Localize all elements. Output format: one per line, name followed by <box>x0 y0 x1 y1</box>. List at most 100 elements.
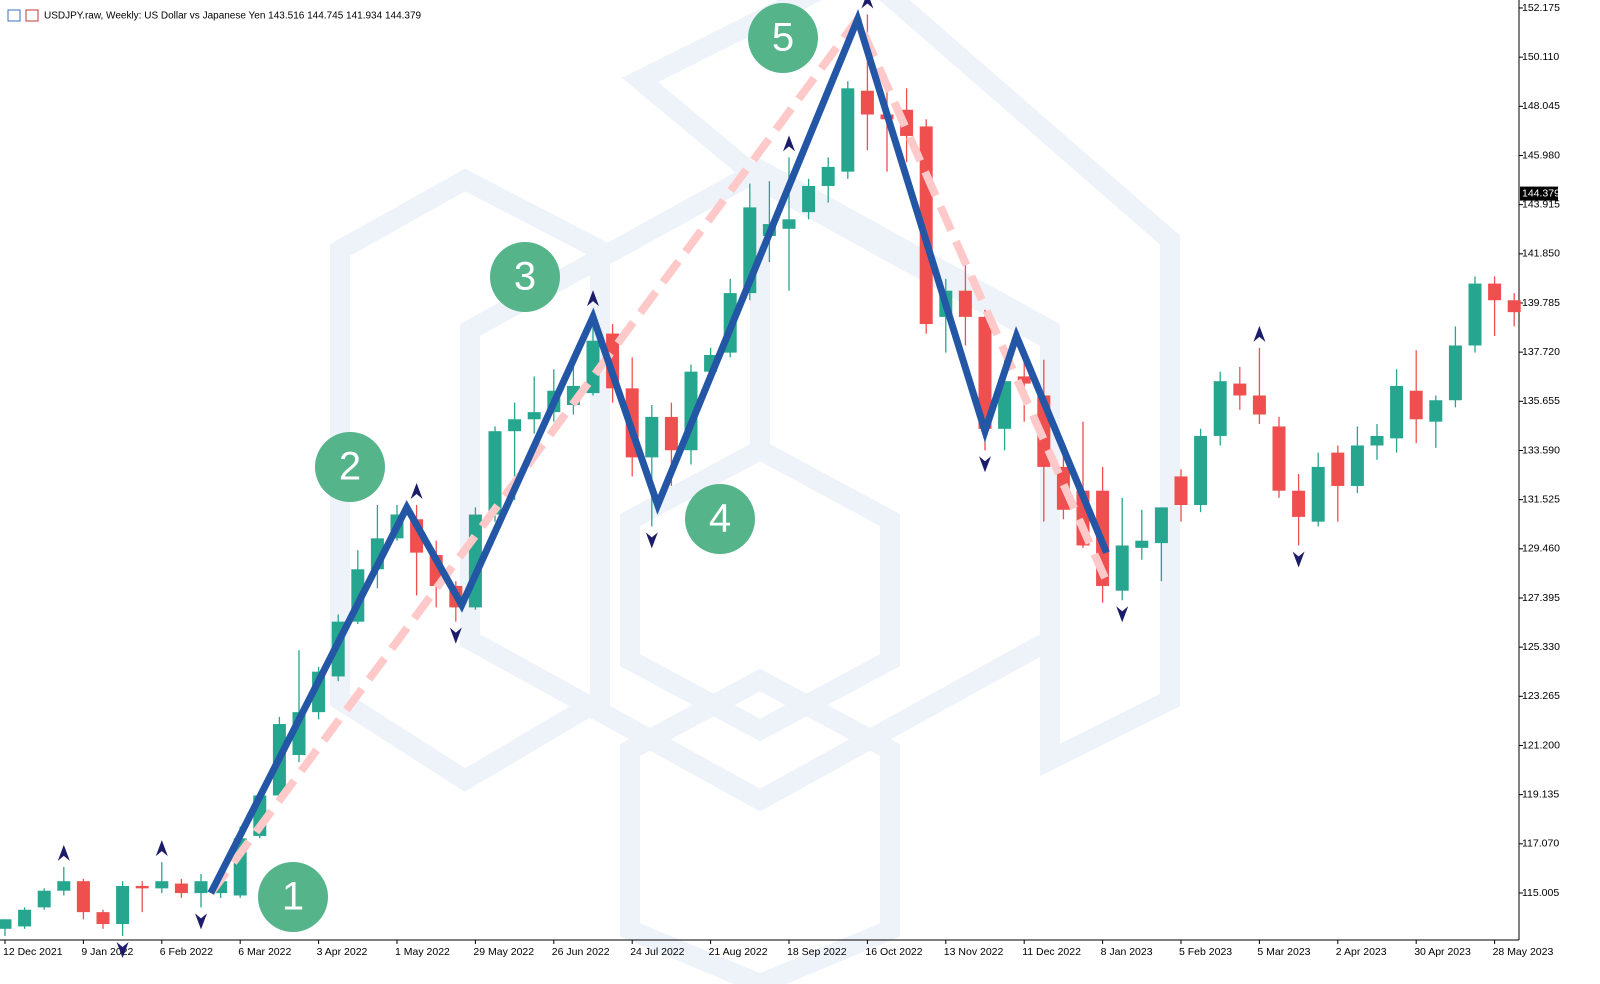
fractal-down <box>1116 606 1129 623</box>
candle-body <box>1252 395 1266 415</box>
candle-body <box>488 431 502 515</box>
x-tick-label: 30 Apr 2023 <box>1414 946 1471 958</box>
candle-body <box>645 416 659 458</box>
candle-body <box>57 881 71 891</box>
candle-body <box>1390 385 1404 439</box>
candle-body <box>1135 540 1149 548</box>
price-tag-label: 144.379 <box>1522 187 1560 199</box>
fractal-up <box>1253 325 1266 342</box>
wave-label: 1 <box>282 875 304 919</box>
candle-body <box>1292 490 1306 517</box>
fractal-down <box>979 456 991 473</box>
candle-body <box>1331 452 1345 486</box>
candle-body <box>135 885 149 889</box>
candle-body <box>1115 545 1129 591</box>
y-tick-label: 137.720 <box>1522 346 1560 358</box>
x-tick-label: 5 Feb 2023 <box>1179 946 1232 958</box>
x-tick-label: 29 May 2022 <box>473 946 534 958</box>
wave-badge <box>748 3 818 73</box>
y-tick-label: 121.200 <box>1522 739 1560 751</box>
x-tick-label: 26 Jun 2022 <box>552 946 610 958</box>
chart-title: USDJPY.raw, Weekly: US Dollar vs Japanes… <box>44 11 422 22</box>
y-tick-label: 145.980 <box>1522 149 1560 161</box>
candle-body <box>1488 283 1502 301</box>
candle-body <box>96 912 110 925</box>
x-tick-label: 6 Feb 2022 <box>160 946 213 958</box>
candle-body <box>586 340 600 394</box>
candle-body <box>1272 426 1286 491</box>
candle-body <box>1311 466 1325 522</box>
x-tick-label: 6 Mar 2022 <box>238 946 291 958</box>
y-tick-label: 119.135 <box>1522 788 1559 800</box>
wave-label: 4 <box>709 497 731 541</box>
x-tick-label: 13 Nov 2022 <box>944 946 1004 958</box>
candle-body <box>0 919 12 929</box>
y-tick-label: 123.265 <box>1522 690 1560 702</box>
candle-body <box>1448 345 1462 401</box>
y-tick-label: 127.395 <box>1522 592 1560 604</box>
fractal-up <box>861 0 874 9</box>
candle-body <box>1194 435 1208 505</box>
price-tag <box>1520 186 1558 201</box>
candle-body <box>116 885 130 925</box>
x-tick-label: 21 Aug 2022 <box>709 946 768 958</box>
x-tick-label: 3 Apr 2022 <box>317 946 368 958</box>
x-tick-label: 28 May 2023 <box>1493 946 1554 958</box>
candle-body <box>194 881 208 894</box>
watermark <box>330 0 1180 984</box>
candle-body <box>1174 476 1188 505</box>
y-tick-label: 133.590 <box>1522 444 1560 456</box>
fractal-up <box>155 840 168 857</box>
wave-badge <box>685 484 755 554</box>
y-tick-label: 129.460 <box>1522 543 1560 555</box>
y-tick-label: 117.070 <box>1522 838 1559 850</box>
x-tick-label: 12 Dec 2021 <box>3 946 63 958</box>
fractal-down <box>195 913 207 930</box>
candle-body <box>1154 507 1168 544</box>
candle-body <box>821 166 835 186</box>
candle-body <box>860 90 874 115</box>
x-tick-label: 2 Apr 2023 <box>1336 946 1387 958</box>
candle-body <box>958 290 972 317</box>
fractal-down <box>645 532 658 549</box>
fractal-up <box>57 844 70 861</box>
candle-body <box>782 219 796 229</box>
candle-body <box>1507 300 1521 313</box>
y-tick-label: 135.655 <box>1522 395 1560 407</box>
candle-body <box>1429 400 1443 422</box>
wave-badge <box>315 432 385 502</box>
candle-body <box>1213 381 1227 436</box>
y-tick-label: 115.005 <box>1522 887 1559 899</box>
fractal-up <box>587 290 599 307</box>
x-tick-label: 8 Jan 2023 <box>1101 946 1153 958</box>
candle-body <box>527 412 541 420</box>
y-tick-label: 139.785 <box>1522 297 1560 309</box>
candle-body <box>174 883 188 894</box>
fractal-up <box>410 483 423 499</box>
x-tick-label: 5 Mar 2023 <box>1257 946 1310 958</box>
fractal-down <box>449 627 462 644</box>
wave-badge <box>490 242 560 312</box>
candle-body <box>1370 435 1384 446</box>
candle-body <box>841 88 855 172</box>
x-tick-label: 1 May 2022 <box>395 946 450 958</box>
icon <box>7 9 21 22</box>
fractal-up <box>783 135 795 152</box>
fractal-down <box>116 941 129 958</box>
candle-body <box>802 185 816 213</box>
y-tick-label: 150.110 <box>1522 51 1559 63</box>
candle-body <box>664 416 678 451</box>
candle-body <box>1409 390 1423 420</box>
y-tick-label: 148.045 <box>1522 100 1560 112</box>
candle-body <box>214 881 228 894</box>
wave-badge <box>258 862 328 932</box>
candle-body <box>18 909 32 927</box>
candle-body <box>76 881 90 913</box>
candle-body <box>1017 376 1031 384</box>
candle-body <box>978 316 992 429</box>
x-tick-label: 16 Oct 2022 <box>865 946 922 958</box>
wave-label: 3 <box>514 255 536 299</box>
candle-body <box>155 881 169 889</box>
candle-body <box>998 381 1012 429</box>
